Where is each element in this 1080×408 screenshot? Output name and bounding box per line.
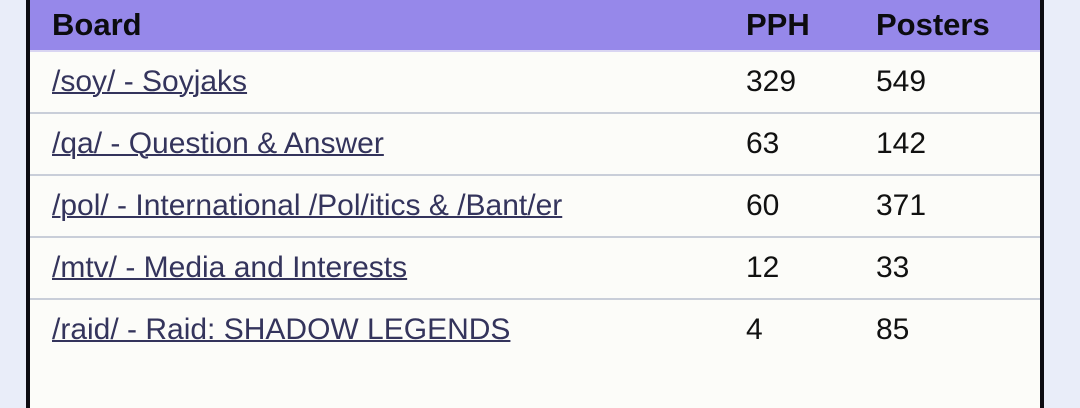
table-row: /soy/ - Soyjaks 329 549 [30,51,1040,113]
posters-value: 85 [868,298,1040,360]
board-link-mtv[interactable]: /mtv/ - Media and Interests [52,251,408,284]
table-row: /raid/ - Raid: SHADOW LEGENDS 4 85 [30,298,1040,360]
pph-value: 12 [738,236,868,299]
board-list-table: Board PPH Posters /soy/ - Soyjaks 329 54… [30,0,1040,360]
board-link-soy[interactable]: /soy/ - Soyjaks [52,65,248,98]
column-header-pph: PPH [738,0,868,52]
posters-value: 142 [868,112,1040,175]
table-row: /qa/ - Question & Answer 63 142 [30,112,1040,175]
board-link-raid[interactable]: /raid/ - Raid: SHADOW LEGENDS [52,313,511,346]
board-list-panel: Board PPH Posters /soy/ - Soyjaks 329 54… [26,0,1044,408]
board-link-qa[interactable]: /qa/ - Question & Answer [52,127,384,160]
posters-value: 33 [868,236,1040,299]
pph-value: 329 [738,51,868,113]
pph-value: 60 [738,174,868,237]
board-link-pol[interactable]: /pol/ - International /Pol/itics & /Bant… [52,189,563,222]
table-row: /mtv/ - Media and Interests 12 33 [30,236,1040,299]
pph-value: 63 [738,112,868,175]
posters-value: 371 [868,174,1040,237]
table-row: /pol/ - International /Pol/itics & /Bant… [30,174,1040,237]
column-header-posters: Posters [868,0,1040,52]
pph-value: 4 [738,298,868,360]
posters-value: 549 [868,51,1040,113]
column-header-board: Board [30,0,738,52]
table-header-row: Board PPH Posters [30,0,1040,52]
